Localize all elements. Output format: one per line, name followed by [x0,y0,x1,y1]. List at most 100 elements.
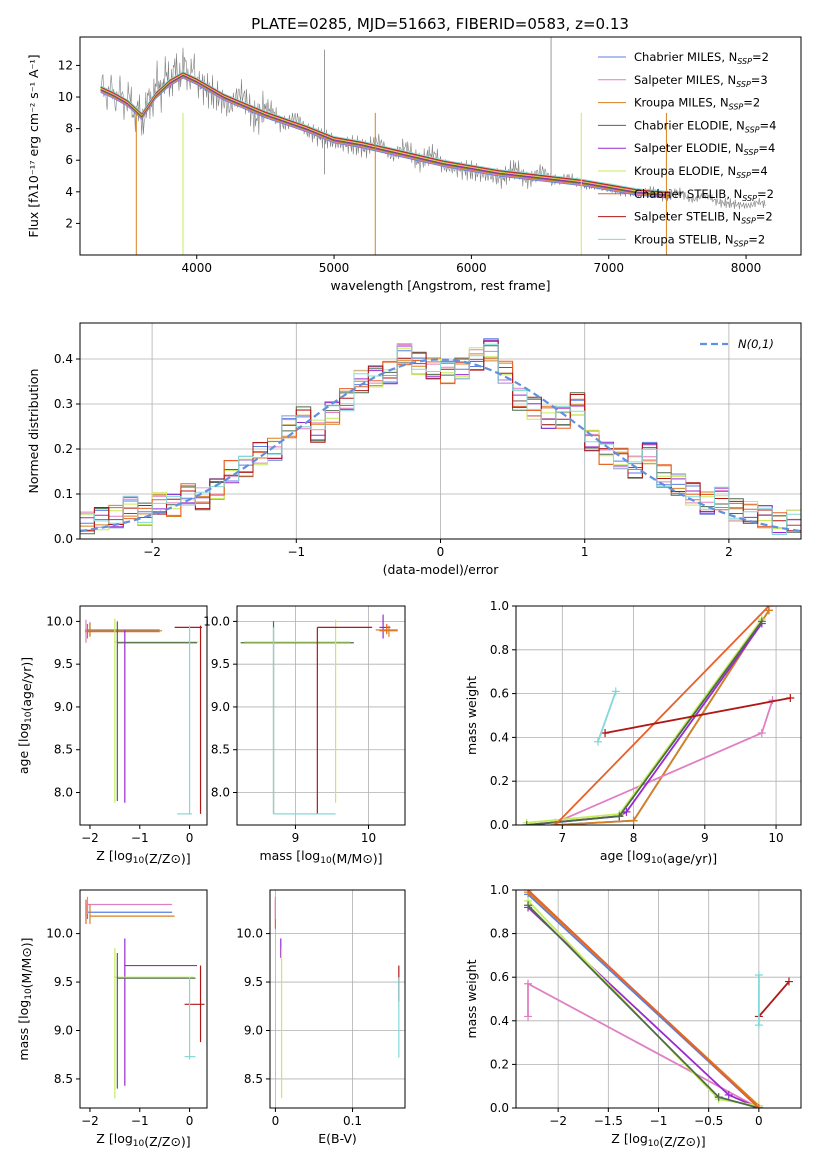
y-tick-label: 10.0 [46,614,73,628]
plot-area [84,618,203,815]
weight-marker-chabrier_stelib [524,890,533,894]
y-tick-label: 0.8 [490,643,509,657]
y-tick-label: 9.5 [211,657,230,671]
weight-marker-kroupa_stelib [593,737,602,746]
axes-frame [79,36,802,256]
weight-marker-chabrier_elodie [615,812,624,821]
weight-marker-chabrier_elodie [757,617,766,626]
y-tick-label: 0.6 [490,970,509,984]
x-tick-label: 4000 [181,261,212,275]
x-tick-label: −2 [81,1114,99,1128]
model-line-chabrier_stelib [100,72,671,194]
weight-marker-salpeter_elodie [724,1090,733,1099]
x-tick-label: −1 [287,545,305,559]
weight-marker-chabrier_stelib [551,821,560,825]
weight-line-kroupa_stelib [597,691,617,743]
x-axis-label: Z [log10(Z/Z⊙)] [96,848,190,866]
axes-frame [269,889,406,1109]
y-axis-label: Normed distribution [26,369,41,494]
x-axis-label: mass [log10(M/M⊙)] [259,848,382,866]
y-tick-label: 8 [65,122,73,136]
weight-marker-kroupa_stelib [754,971,763,980]
weight-marker-salpeter_stelib [786,693,795,702]
x-tick-label: 7000 [593,261,624,275]
y-tick-label: 1.0 [490,599,509,613]
panel-massweight-vs-age: 7 8 9 10 0.0 0.2 0.4 0.6 0.8 1.0 age [log10(age/yr… [464,599,802,866]
x-tick-label: 6000 [456,261,487,275]
histogram-kroupa_stelib [80,343,801,535]
x-tick-label: 1 [581,545,589,559]
weight-marker-salpeter_stelib [601,729,610,738]
y-tick-label: 6 [65,153,73,167]
weight-marker-kroupa_miles [629,816,638,825]
plot-area [522,606,795,825]
x-tick-label: 10 [361,831,376,845]
legend-entry: Kroupa MILES, NSSP=2 [634,96,760,112]
legend-entry: Salpeter MILES, NSSP=3 [634,73,768,89]
y-tick-label: 9.5 [54,657,73,671]
model-line-kroupa_miles [100,75,671,198]
x-tick-label: 0 [186,831,194,845]
y-tick-label: 9.5 [244,975,263,989]
legend-entry: Chabrier ELODIE, NSSP=4 [634,118,776,134]
y-tick-label: 0.0 [54,532,73,546]
weight-marker-chabrier_elodie [524,901,533,910]
weight-line-salpeter_stelib [604,697,791,734]
weight-marker-salpeter_stelib [784,977,793,986]
x-tick-label: 9 [292,831,300,845]
x-tick-label: 9 [701,831,709,845]
y-tick-label: 8.0 [54,785,73,799]
y-tick-label: 0.8 [490,927,509,941]
x-tick-label: 0 [755,1114,763,1128]
y-tick-label: 2 [65,216,73,230]
panel-residuals: −2 −1 0 1 2 0.0 0.1 0.2 0.3 0.4 (data-model)/error… [26,322,802,577]
weight-marker-chabrier_elodie [714,1093,723,1102]
panel-age-vs-mass: 9 10 8.0 8.5 9.0 9.5 10.0 mass [log10(M/M⊙)] [203,605,406,866]
panel-mass-vs-Z: −2 −1 0 8.5 9.0 9.5 10.0 Z [log10(Z/Z⊙)] mass [l… [16,889,208,1149]
axes-frame [515,605,802,826]
plot-area [274,896,400,1099]
x-tick-label: 2 [725,545,733,559]
x-tick-label: −2 [143,545,161,559]
plot-area [85,896,205,1099]
x-tick-label: 0 [272,1114,280,1128]
weight-marker-salpeter_miles [757,729,766,738]
figure-title: PLATE=0285, MJD=51663, FIBERID=0583, z=0… [251,15,629,33]
weight-marker-chabrier_stelib [754,1104,763,1108]
y-tick-label: 0.2 [490,774,509,788]
x-axis-label: wavelength [Angstrom, rest frame] [330,278,550,293]
y-tick-label: 10.0 [46,927,73,941]
weight-marker-kroupa_stelib [611,687,620,696]
panel-spectrum: 4000 5000 6000 7000 8000 2 4 6 8 10 12 wavelength [… [26,36,802,293]
legend-normal-label: N(0,1) [738,337,774,351]
x-tick-label: 8 [630,831,638,845]
y-tick-label: 0.3 [54,397,73,411]
model-line-kroupa_stelib [100,71,671,193]
x-tick-label: 5000 [319,261,350,275]
x-axis-label: age [log10(age/yr)] [600,848,717,866]
y-tick-label: 9.0 [54,700,73,714]
weight-line-salpeter_miles [554,699,774,824]
y-axis-label: Flux [fλ10⁻¹⁷ erg cm⁻² s⁻¹ A⁻¹] [26,54,41,237]
x-tick-label: 0 [437,545,445,559]
weight-marker-salpeter_miles [524,1012,533,1021]
y-tick-label: 0.2 [490,1057,509,1071]
model-line-salpeter_stelib [100,71,671,194]
x-axis-label: Z [log10(Z/Z⊙)] [611,1131,705,1149]
y-axis-label: mass [log10(M/M⊙)] [16,937,34,1060]
y-tick-label: 12 [58,58,73,72]
weight-marker-salpeter_elodie [622,807,631,816]
y-tick-label: 0.1 [54,487,73,501]
x-axis-label: Z [log10(Z/Z⊙)] [96,1131,190,1149]
plot-area [524,890,793,1108]
legend-entry: Salpeter ELODIE, NSSP=4 [634,141,775,157]
axes-frame [236,605,406,826]
panel-age-vs-Z: −2 −1 0 8.0 8.5 9.0 9.5 10.0 Z [log10(Z/Z⊙)] age … [16,605,208,866]
panel-massweight-vs-Z: −2 −1.5 −1 −0.5 0 0.0 0.2 0.4 0.6 0.8 1.0 Z [log10(… [464,883,802,1149]
y-axis-label: age [log10(age/yr)] [16,657,34,774]
weight-line-salpeter_stelib [758,981,790,1017]
y-tick-label: 10 [58,90,73,104]
axes-frame [79,889,208,1109]
model-line-salpeter_elodie [100,74,671,196]
